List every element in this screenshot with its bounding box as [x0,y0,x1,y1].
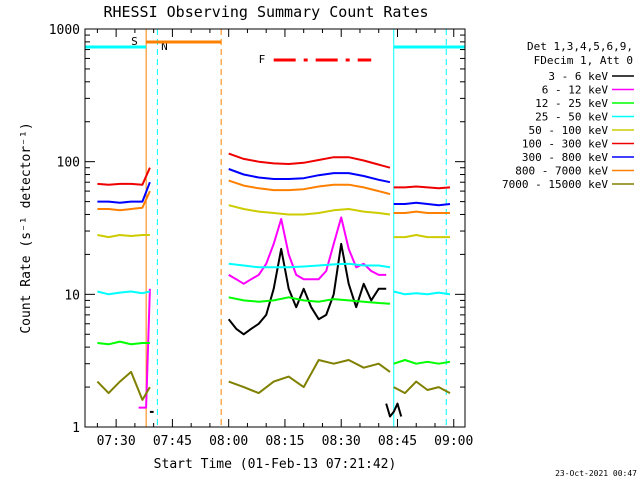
series-line [393,380,451,395]
y-tick-label: 10 [64,288,80,303]
series-line [228,152,391,169]
legend-label: 25 - 50 keV [535,111,608,124]
series-100-300kev [97,152,451,190]
legend-label: 50 - 100 keV [529,124,609,137]
y-axis-label: Count Rate (s⁻¹ detector⁻¹) [19,122,34,333]
series-line [97,181,151,204]
series-line [138,288,151,409]
series-line [228,179,391,196]
series-line [228,262,391,269]
plot-frame [84,28,466,428]
legend-header: Det 1,3,4,5,6,9, [527,40,633,53]
series-line [385,402,403,418]
footer-timestamp: 23-Oct-2021 00:47 [555,469,637,478]
series-50-100kev [97,204,450,239]
plot-area [85,29,465,427]
legend-label: 100 - 300 keV [522,138,608,151]
x-tick-label: 08:15 [265,434,304,449]
x-axis-label: Start Time (01-Feb-13 07:21:42) [154,457,397,472]
x-tick-label: 07:30 [97,434,136,449]
legend-label: 6 - 12 keV [542,84,609,97]
series-line [96,370,151,401]
series-25-50kev [97,262,451,296]
series-line [393,359,451,365]
x-tick-label: 08:30 [322,434,361,449]
series-line [97,167,151,186]
series-line [393,290,451,296]
x-tick-label: 07:45 [153,434,192,449]
legend: Det 1,3,4,5,6,9,FDecim 1, Att 0 3 - 6 keV… [502,40,634,191]
series-line [228,296,391,305]
series-line [228,168,391,184]
y-tick-label: 1000 [49,23,80,38]
flare-label: F [259,53,266,66]
series-line [228,359,391,395]
series-line [393,201,451,207]
legend-label: 300 - 800 keV [522,151,608,164]
series-line [393,210,450,214]
x-tick-label: 09:00 [434,434,473,449]
series-line [97,340,150,346]
series-12-25kev [97,296,451,365]
y-axis: 1 10 100 1000 [49,23,465,436]
legend-label: 7000 - 15000 keV [502,178,608,191]
annotations-layer: N S F [85,29,465,427]
series-7000-15000kev [96,359,451,401]
x-tick-label: 08:00 [209,434,248,449]
series-line [97,234,150,239]
legend-header: FDecim 1, Att 0 [534,54,633,67]
legend-label: 3 - 6 keV [548,70,608,83]
saa-label: S [131,35,138,48]
series-layer [96,152,451,418]
legend-label: 12 - 25 keV [535,97,608,110]
series-300-800kev [97,168,451,207]
series-line [97,290,151,296]
y-tick-label: 1 [72,421,80,436]
series-line [393,185,451,190]
legend-label: 800 - 7000 keV [515,165,608,178]
y-tick-label: 100 [57,156,80,171]
series-line [393,234,450,239]
series-line [97,190,151,212]
chart-title: RHESSI Observing Summary Count Rates [103,3,428,21]
series-800-7000kev [97,179,450,214]
series-3-6kev [149,242,403,418]
x-axis: 07:30 07:45 08:00 08:15 08:30 08:45 09:00 [97,29,473,449]
night-label: N [161,40,168,53]
series-line [228,204,391,216]
series-line [227,242,387,336]
x-tick-label: 08:45 [378,434,417,449]
